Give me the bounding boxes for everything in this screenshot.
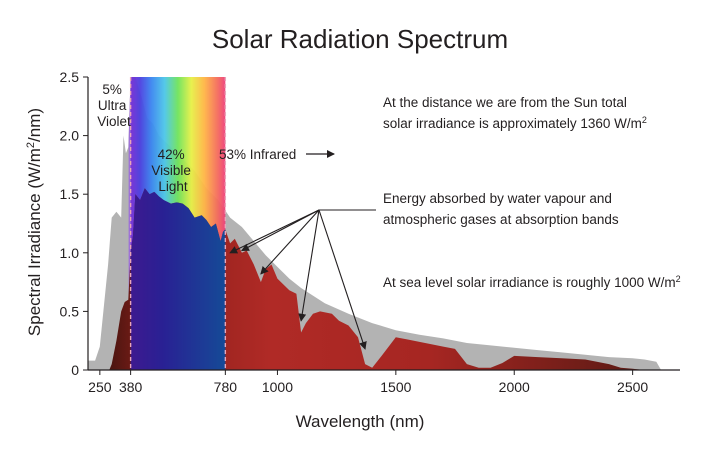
- x-tick-label: 250: [88, 379, 112, 395]
- x-tick-label: 1500: [380, 379, 411, 395]
- absorption-annotation: Energy absorbed by water vapour and atmo…: [383, 191, 619, 227]
- absorption-arrow: [298, 209, 320, 322]
- x-tick-label: 1000: [262, 379, 293, 395]
- y-tick-label: 2.0: [60, 128, 80, 144]
- sea-level-annotation: At sea level solar irradiance is roughly…: [383, 274, 681, 290]
- uv-label: 5% Ultra Violet: [97, 82, 131, 129]
- x-tick-label: 380: [119, 379, 143, 395]
- sea-level-visible-overlay: [130, 188, 226, 370]
- y-tick-label: 1.5: [60, 186, 80, 202]
- sea-level-area: [109, 188, 645, 370]
- chart-title: Solar Radiation Spectrum: [212, 24, 508, 54]
- x-tick-label: 2500: [617, 379, 648, 395]
- y-tick-label: 2.5: [60, 69, 80, 85]
- absorption-arrow: [318, 209, 367, 350]
- infrared-label: 53% Infrared: [219, 147, 296, 162]
- y-tick-label: 1.0: [60, 245, 80, 261]
- x-tick-label: 2000: [499, 379, 530, 395]
- visible-light-label: 42% Visible Light: [151, 147, 194, 194]
- x-axis-label: Wavelength (nm): [296, 412, 425, 431]
- y-tick-label: 0.5: [60, 303, 80, 319]
- y-axis-label: Spectral Irradiance (W/m2/nm): [25, 108, 44, 336]
- y-tick-label: 0: [71, 362, 79, 378]
- axes: 0 0.5 1.0 1.5 2.0 2.5 250 380 780 1000 1500 2000 250…: [60, 69, 680, 395]
- tsi-annotation: At the distance we are from the Sun tota…: [383, 95, 647, 131]
- absorption-arrow: [260, 209, 320, 275]
- absorption-arrows: [229, 209, 376, 350]
- absorption-arrow: [241, 209, 320, 251]
- x-tick-label: 780: [214, 379, 238, 395]
